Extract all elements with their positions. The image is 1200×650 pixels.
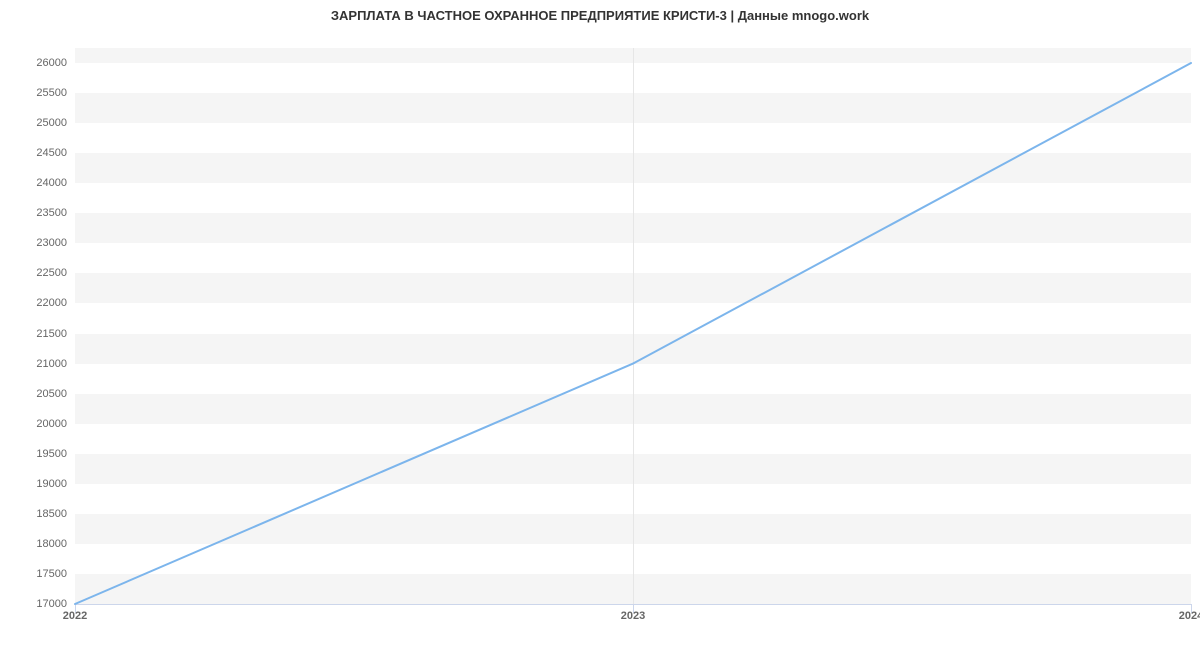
x-axis-tick-label: 2024 — [1179, 604, 1200, 622]
y-axis-tick-label: 20000 — [36, 418, 75, 430]
y-axis-tick-label: 20500 — [36, 388, 75, 400]
y-axis-tick-label: 18500 — [36, 508, 75, 520]
y-axis-tick-label: 17500 — [36, 568, 75, 580]
chart-title: ЗАРПЛАТА В ЧАСТНОЕ ОХРАННОЕ ПРЕДПРИЯТИЕ … — [0, 8, 1200, 23]
salary-line-chart: ЗАРПЛАТА В ЧАСТНОЕ ОХРАННОЕ ПРЕДПРИЯТИЕ … — [0, 0, 1200, 650]
y-axis-tick-label: 19500 — [36, 448, 75, 460]
series-line — [75, 48, 1191, 604]
y-axis-tick-label: 24500 — [36, 147, 75, 159]
y-axis-tick-label: 26000 — [36, 57, 75, 69]
y-axis-tick-label: 23500 — [36, 207, 75, 219]
y-axis-tick-label: 22000 — [36, 297, 75, 309]
y-axis-tick-label: 21500 — [36, 328, 75, 340]
y-axis-tick-label: 25500 — [36, 87, 75, 99]
y-axis-tick-label: 24000 — [36, 177, 75, 189]
y-axis-tick-label: 23000 — [36, 237, 75, 249]
x-axis-tick-label: 2023 — [621, 604, 645, 622]
x-axis-line — [75, 604, 1191, 605]
y-axis-tick-label: 22500 — [36, 267, 75, 279]
x-axis-tick-label: 2022 — [63, 604, 87, 622]
y-axis-tick-label: 18000 — [36, 538, 75, 550]
y-axis-tick-label: 25000 — [36, 117, 75, 129]
plot-area: 1700017500180001850019000195002000020500… — [75, 48, 1191, 604]
y-axis-tick-label: 21000 — [36, 358, 75, 370]
y-axis-tick-label: 19000 — [36, 478, 75, 490]
